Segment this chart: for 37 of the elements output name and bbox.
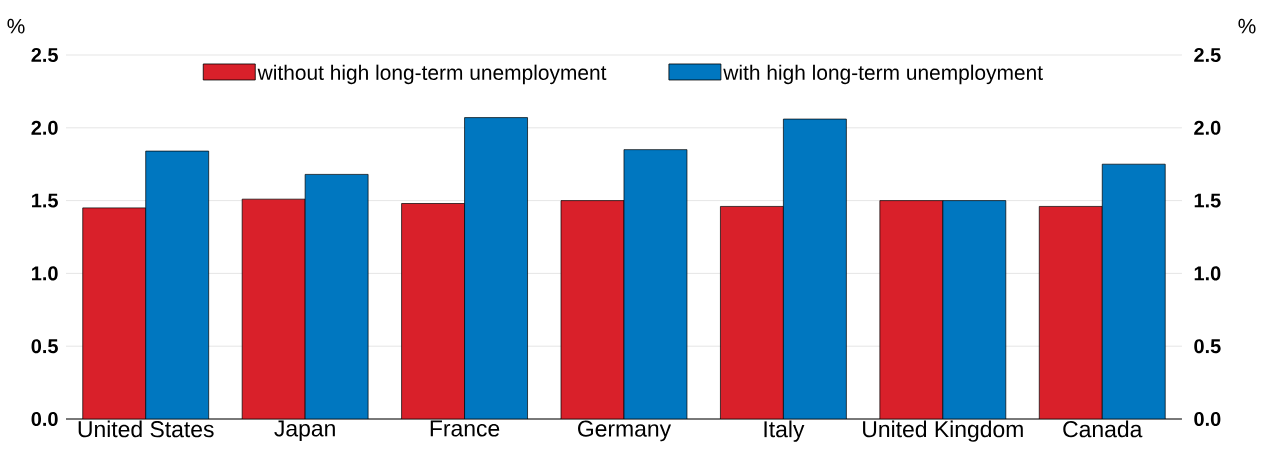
bar [82, 207, 147, 419]
y2-tick-label: 2.5 [1194, 47, 1221, 63]
bar [401, 203, 465, 419]
y-tick-label: 1.0 [32, 266, 58, 281]
bar [623, 149, 688, 419]
bar [304, 174, 369, 419]
x-tick-label: United States [78, 420, 214, 438]
y-tick-label: 1.5 [32, 193, 58, 208]
y2-tick-label: 0.5 [1194, 339, 1221, 354]
y2-axis-title: % [1238, 18, 1256, 34]
bar [1101, 163, 1166, 419]
bar [783, 118, 847, 419]
bar [942, 200, 1007, 419]
y2-tick-label: 2.0 [1194, 120, 1221, 135]
legend-label: without high long-term unemployment [257, 64, 607, 85]
bar [1038, 206, 1103, 419]
bar [241, 198, 306, 419]
y2-tick-label: 0.0 [1194, 411, 1221, 427]
x-tick-label: Japan [274, 420, 335, 442]
y2-tick-label: 1.5 [1194, 193, 1221, 208]
bar [145, 150, 210, 419]
x-tick-label: United Kingdom [863, 420, 1023, 442]
y-tick-label: 2.0 [31, 120, 58, 135]
legend-label: with high long-term unemployment [723, 64, 1043, 85]
bar [464, 117, 528, 419]
x-tick-label: Canada [1063, 420, 1143, 438]
x-tick-label: Italy [764, 420, 805, 442]
y-axis-title: % [7, 18, 25, 34]
y-tick-label: 0.5 [31, 339, 58, 354]
bar [879, 200, 944, 419]
bar [560, 200, 625, 419]
x-tick-label: Germany [578, 420, 672, 442]
y-tick-label: 0.0 [31, 411, 58, 427]
x-tick-label: France [430, 420, 500, 437]
y-tick-label: 2.5 [31, 47, 58, 63]
bar [720, 206, 784, 419]
y2-tick-label: 1.0 [1194, 266, 1221, 281]
